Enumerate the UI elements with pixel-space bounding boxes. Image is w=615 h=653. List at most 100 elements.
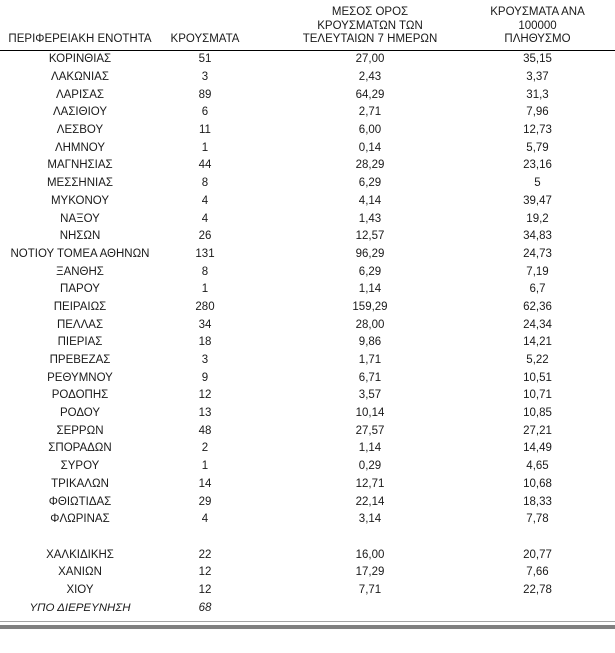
cell-avg7: 16,00 (355, 548, 385, 561)
cell-per100k: 5 (534, 177, 541, 190)
table-row: ΚΟΡΙΝΘΙΑΣ 51 27,00 35,15 (0, 50, 615, 68)
cell-region: ΣΠΟΡΑΔΩΝ (48, 442, 112, 455)
cell-per100k: 5,79 (526, 141, 549, 154)
data-table: ΠΕΡΙΦΕΡΕΙΑΚΗ ΕΝΟΤΗΤΑ ΚΡΟΥΣΜΑΤΑ ΜΕΣΟΣ ΟΡΟ… (0, 6, 615, 617)
col-header-avg7-line2: ΚΡΟΥΣΜΑΤΩΝ ΤΩΝ (317, 19, 423, 32)
cell-region: ΝΗΣΩΝ (59, 230, 101, 243)
spacer-row (0, 528, 615, 546)
table-header: ΠΕΡΙΦΕΡΕΙΑΚΗ ΕΝΟΤΗΤΑ ΚΡΟΥΣΜΑΤΑ ΜΕΣΟΣ ΟΡΟ… (0, 6, 615, 50)
col-header-cases-label: ΚΡΟΥΣΜΑΤΑ (170, 33, 240, 45)
cell-region: ΝΑΞΟΥ (60, 212, 100, 225)
footer-thin-rule (0, 620, 615, 622)
cell-region: ΡΕΘΥΜΝΟΥ (47, 371, 113, 384)
cell-cases: 1 (201, 283, 209, 296)
cell-cases: 2 (201, 442, 209, 455)
cell-cases: 22 (198, 548, 212, 561)
table-row: ΣΕΡΡΩΝ 48 27,57 27,21 (0, 422, 615, 440)
cell-per100k: 10,71 (523, 389, 552, 402)
cell-region: ΜΑΓΝΗΣΙΑΣ (47, 159, 113, 172)
cell-region: ΤΡΙΚΑΛΩΝ (51, 477, 109, 490)
cell-cases: 3 (201, 71, 209, 84)
cell-cases: 1 (201, 460, 209, 473)
cell-per100k: 62,36 (523, 300, 552, 313)
table-row: ΜΥΚΟΝΟΥ 4 4,14 39,47 (0, 192, 615, 210)
table-row: ΣΠΟΡΑΔΩΝ 2 1,14 14,49 (0, 440, 615, 458)
cell-region: ΣΕΡΡΩΝ (56, 424, 104, 437)
footer-thick-rule (0, 624, 615, 629)
cell-per100k: 34,83 (523, 230, 552, 243)
cell-cases: 8 (201, 265, 209, 278)
cell-avg7: 27,57 (355, 424, 385, 437)
col-header-per100k-line1: ΚΡΟΥΣΜΑΤΑ ΑΝΑ (490, 6, 585, 18)
cell-cases: 14 (198, 477, 212, 490)
cell-per100k: 19,2 (526, 212, 549, 225)
cell-per100k: 31,3 (526, 88, 549, 101)
table-row: ΦΛΩΡΙΝΑΣ 4 3,14 7,78 (0, 510, 615, 528)
cell-per100k: 14,21 (523, 336, 552, 349)
table-row: ΝΟΤΙΟΥ ΤΟΜΕΑ ΑΘΗΝΩΝ 131 96,29 24,73 (0, 245, 615, 263)
cell-cases: 1 (201, 141, 209, 154)
table-row: ΠΕΙΡΑΙΩΣ 280 159,29 62,36 (0, 298, 615, 316)
cell-avg7: 3,14 (358, 513, 382, 526)
spacer-cell (0, 528, 615, 546)
table-row: ΥΠΟ ΔΙΕΡΕΥΝΗΣΗ 68 (0, 599, 615, 617)
cell-region: ΠΑΡΟΥ (60, 283, 100, 296)
table-row: ΛΑΣΙΘΙΟΥ 6 2,71 7,96 (0, 104, 615, 122)
cell-cases: 51 (198, 53, 212, 66)
cell-per100k: 24,34 (523, 318, 552, 331)
cell-avg7: 12,57 (355, 230, 385, 243)
table-row: ΜΑΓΝΗΣΙΑΣ 44 28,29 23,16 (0, 157, 615, 175)
table-row: ΦΘΙΩΤΙΔΑΣ 29 22,14 18,33 (0, 493, 615, 511)
cell-avg7: 64,29 (355, 88, 385, 101)
cell-avg7: 28,00 (355, 318, 385, 331)
cell-per100k (490, 599, 615, 617)
cell-region: ΛΑΚΩΝΙΑΣ (51, 71, 109, 84)
cell-cases: 131 (195, 247, 215, 260)
cell-avg7: 96,29 (355, 247, 385, 260)
cell-cases: 3 (201, 354, 209, 367)
header-row: ΠΕΡΙΦΕΡΕΙΑΚΗ ΕΝΟΤΗΤΑ ΚΡΟΥΣΜΑΤΑ ΜΕΣΟΣ ΟΡΟ… (0, 6, 615, 50)
cell-per100k: 27,21 (523, 424, 552, 437)
table-row: ΝΗΣΩΝ 26 12,57 34,83 (0, 227, 615, 245)
cell-region: ΧΙΟΥ (66, 583, 94, 596)
cell-region: ΝΟΤΙΟΥ ΤΟΜΕΑ ΑΘΗΝΩΝ (10, 247, 150, 260)
cell-avg7 (250, 599, 490, 617)
cell-avg7: 28,29 (355, 159, 385, 172)
cell-avg7: 0,29 (358, 460, 382, 473)
cell-per100k: 5,22 (526, 354, 549, 367)
cell-per100k: 6,7 (529, 283, 546, 296)
cell-cases: 12 (198, 389, 212, 402)
col-header-per100k: ΚΡΟΥΣΜΑΤΑ ΑΝΑ 100000 ΠΛΗΘΥΣΜΟ (490, 6, 615, 50)
cell-avg7: 1,43 (358, 212, 382, 225)
cell-region: ΛΑΡΙΣΑΣ (55, 88, 105, 101)
cell-avg7: 0,14 (358, 141, 382, 154)
cell-region: ΞΑΝΘΗΣ (56, 265, 104, 278)
cell-avg7: 1,71 (358, 354, 382, 367)
cell-cases: 12 (198, 583, 212, 596)
table-body: ΚΟΡΙΝΘΙΑΣ 51 27,00 35,15 ΛΑΚΩΝΙΑΣ 3 2,43 3,37 ΛΑ… (0, 50, 615, 617)
cell-per100k: 20,77 (523, 548, 552, 561)
cell-avg7: 4,14 (358, 194, 382, 207)
table-row: ΧΙΟΥ 12 7,71 22,78 (0, 581, 615, 599)
cell-cases: 6 (201, 106, 209, 119)
table-row: ΡΟΔΟΠΗΣ 12 3,57 10,71 (0, 387, 615, 405)
table-row: ΠΙΕΡΙΑΣ 18 9,86 14,21 (0, 334, 615, 352)
table-row: ΛΑΡΙΣΑΣ 89 64,29 31,3 (0, 86, 615, 104)
cell-per100k: 7,66 (526, 566, 549, 579)
cell-cases: 89 (198, 88, 212, 101)
cell-avg7: 6,71 (358, 371, 382, 384)
cell-region: ΥΠΟ ΔΙΕΡΕΥΝΗΣΗ (29, 601, 131, 614)
cell-avg7: 2,43 (358, 71, 382, 84)
cell-cases: 29 (198, 495, 212, 508)
cell-cases: 13 (198, 407, 212, 420)
cell-avg7: 159,29 (352, 300, 388, 313)
cell-region: ΦΛΩΡΙΝΑΣ (50, 513, 110, 526)
cell-region: ΡΟΔΟΠΗΣ (51, 389, 109, 402)
cell-region: ΡΟΔΟΥ (59, 407, 101, 420)
cell-avg7: 6,29 (358, 265, 382, 278)
cell-avg7: 1,14 (358, 283, 382, 296)
cell-avg7: 1,14 (358, 442, 382, 455)
table-row: ΤΡΙΚΑΛΩΝ 14 12,71 10,68 (0, 475, 615, 493)
cell-cases: 11 (199, 124, 211, 137)
table-row: ΠΑΡΟΥ 1 1,14 6,7 (0, 280, 615, 298)
